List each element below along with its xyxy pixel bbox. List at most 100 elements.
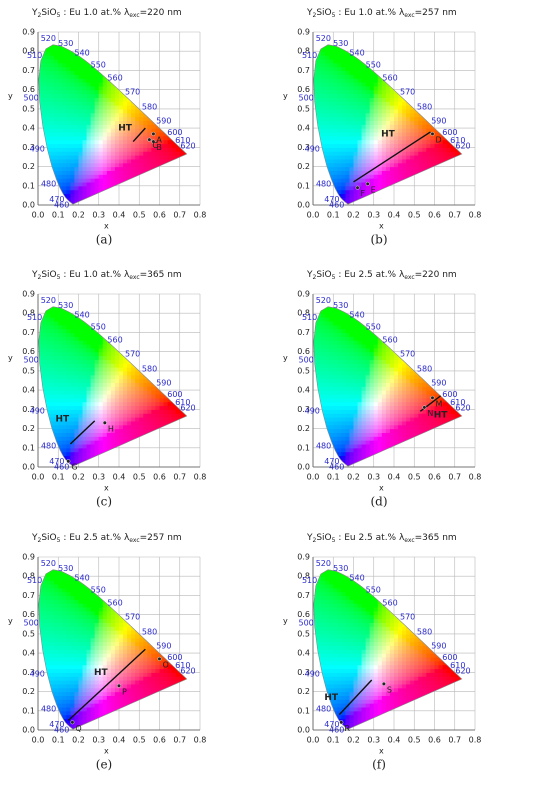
wavelength-label: 520 [316,559,331,568]
title-text: SiO [41,270,56,280]
wavelength-label: 460 [54,463,69,472]
x-tick-label: 0.0 [307,736,320,745]
ht-line [132,127,146,143]
wavelength-label: 560 [107,336,122,345]
x-tick-label: 0.1 [327,736,340,745]
y-tick-label: 0.4 [297,386,310,395]
x-axis-label: x [104,747,109,756]
y-tick-label: 0.5 [22,104,35,113]
y-tick-label: 0.8 [22,47,35,56]
title-subscript: exc [404,274,414,281]
y-tick-label: 0.7 [22,591,35,600]
y-tick-label: 0.1 [297,443,310,452]
wavelength-label: 500 [299,618,314,627]
y-tick-label: 0.5 [297,366,310,375]
title-subscript: 2 [313,12,317,19]
x-tick-label: 0.7 [173,473,186,482]
wavelength-label: 460 [329,201,344,210]
title-subscript: 2 [313,274,317,281]
x-tick-label: 0.3 [367,473,380,482]
ht-label: HT [55,414,70,424]
x-tick-label: 0.5 [133,473,146,482]
wavelength-label: 470 [49,457,64,466]
y-tick-label: 0.9 [22,28,35,37]
point-label: F [361,189,366,198]
y-axis-label: y [283,354,288,363]
ht-label: HT [94,668,109,678]
y-tick-label: 0.4 [22,124,35,133]
panel: Y2SiO5 : Eu 1.0 at.% λexc=365 nm 0.0 0.1 0.… [8,270,206,509]
y-tick-label: 0.0 [22,726,35,735]
point [70,720,75,725]
title-text: Y [31,533,38,543]
wavelength-label: 590 [156,642,171,651]
y-tick-label: 0.1 [22,181,35,190]
wavelength-label: 570 [400,613,415,622]
y-tick-label: 0.1 [22,706,35,715]
y-tick-label: 0.3 [297,143,310,152]
panel: Y2SiO5 : Eu 1.0 at.% λexc=257 nm 0.0 0.1 0.… [283,8,481,247]
wavelength-label: 460 [329,726,344,735]
y-tick-label: 0.0 [297,201,310,210]
point [66,459,71,464]
title-subscript: 5 [57,537,61,544]
x-tick-label: 0.4 [113,473,126,482]
ht-label: HT [324,693,339,703]
wavelength-label: 530 [58,564,73,573]
y-tick-label: 0.6 [297,610,310,619]
y-tick-label: 0.7 [297,591,310,600]
x-tick-label: 0.1 [52,473,65,482]
wavelength-label: 560 [107,74,122,83]
spectral-locus [313,306,463,467]
wavelength-label: 550 [366,322,381,331]
y-tick-label: 0.6 [297,85,310,94]
title-subscript: 5 [57,12,61,19]
y-tick-label: 0.6 [22,610,35,619]
x-tick-label: 0.4 [113,211,126,220]
wavelength-label: 610 [450,136,465,145]
y-tick-label: 0.6 [22,85,35,94]
wavelength-label: 610 [175,661,190,670]
panel: Y2SiO5 : Eu 1.0 at.% λexc=220 nm 0.0 0.1 0.… [8,8,206,247]
x-tick-label: 0.7 [173,736,186,745]
point [147,137,152,142]
y-tick-label: 0.0 [297,463,310,472]
y-axis-label: y [8,617,13,626]
title-subscript: 2 [38,12,42,19]
point-label: O [163,660,169,669]
title-text: Y [306,270,313,280]
wavelength-label: 620 [455,667,470,676]
y-tick-label: 0.7 [297,66,310,75]
caption: (a) [96,233,113,247]
wavelength-label: 510 [27,51,42,60]
ht-line [353,131,431,183]
title-text: =365 nm [415,533,457,543]
panel-title: Y2SiO5 : Eu 2.5 at.% λexc=257 nm [31,533,182,544]
caption: (c) [96,495,112,509]
y-tick-label: 0.8 [22,309,35,318]
wavelength-label: 520 [316,296,331,305]
title-subscript: 2 [313,537,317,544]
wavelength-label: 480 [41,704,56,713]
point [422,405,427,410]
wavelength-label: 560 [382,74,397,83]
wavelength-label: 590 [431,642,446,651]
wavelength-label: 500 [24,93,39,102]
point-label: H [108,424,114,433]
wavelength-label: 520 [316,34,331,43]
x-axis-label: x [104,222,109,231]
title-subscript: exc [129,537,139,544]
y-tick-label: 0.8 [22,572,35,581]
title-text: SiO [316,533,331,543]
wavelength-label: 540 [74,574,89,583]
y-tick-label: 0.8 [297,47,310,56]
point [102,420,107,425]
point [151,131,156,136]
y-tick-label: 0.3 [22,668,35,677]
x-tick-label: 0.1 [327,211,340,220]
wavelength-label: 490 [30,145,45,154]
wavelength-label: 550 [366,60,381,69]
x-tick-label: 0.7 [448,736,461,745]
ht-label: HT [434,411,449,421]
